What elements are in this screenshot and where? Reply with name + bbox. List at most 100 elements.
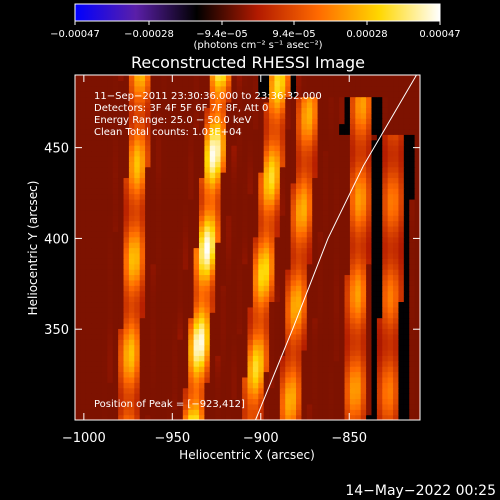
heatmap-cell [118, 376, 125, 383]
heatmap-cell [101, 382, 108, 389]
heatmap-cell [387, 274, 394, 281]
heatmap-cell [409, 349, 416, 356]
heatmap-cell [339, 150, 346, 157]
y-axis-label: Heliocentric Y (arcsec) [26, 181, 40, 316]
heatmap-cell [96, 242, 103, 249]
heatmap-cell [161, 118, 168, 125]
heatmap-cell [376, 269, 383, 276]
heatmap-cell [344, 128, 351, 135]
heatmap-cell [274, 414, 281, 420]
heatmap-cell [128, 220, 135, 227]
heatmap-cell [112, 409, 119, 416]
heatmap-cell [91, 398, 98, 405]
heatmap-cell [398, 274, 405, 281]
heatmap-cell [398, 247, 405, 254]
heatmap-cell [263, 128, 270, 135]
heatmap-cell [242, 328, 249, 335]
heatmap-cell [371, 220, 378, 227]
heatmap-cell [139, 215, 146, 222]
heatmap-cell [317, 139, 324, 146]
heatmap-cell [355, 258, 362, 265]
heatmap-cell [85, 285, 92, 292]
heatmap-cell [107, 296, 114, 303]
heatmap-cell [112, 317, 119, 324]
heatmap-cell [247, 112, 254, 119]
heatmap-cell [139, 376, 146, 383]
heatmap-cell [150, 371, 157, 378]
heatmap-cell [366, 328, 373, 335]
heatmap-cell [215, 225, 222, 232]
heatmap-cell [204, 414, 211, 420]
heatmap-cell [290, 145, 297, 152]
heatmap-cell [247, 101, 254, 108]
heatmap-cell [339, 333, 346, 340]
heatmap-cell [145, 242, 152, 249]
heatmap-cell [328, 91, 335, 98]
heatmap-cell [344, 101, 351, 108]
heatmap-cell [339, 123, 346, 130]
heatmap-cell [150, 134, 157, 141]
heatmap-cell [269, 333, 276, 340]
heatmap-cell [371, 349, 378, 356]
heatmap-cell [123, 285, 130, 292]
heatmap-cell [285, 393, 292, 400]
heatmap-cell [387, 376, 394, 383]
heatmap-cell [80, 274, 87, 281]
heatmap-cell [193, 182, 200, 189]
heatmap-cell [376, 85, 383, 92]
heatmap-cell [80, 193, 87, 200]
heatmap-cell [403, 382, 410, 389]
heatmap-cell [91, 96, 98, 103]
heatmap-cell [85, 333, 92, 340]
heatmap-cell [101, 355, 108, 362]
heatmap-cell [301, 333, 308, 340]
heatmap-cell [252, 128, 259, 135]
heatmap-cell [252, 91, 259, 98]
heatmap-cell [333, 279, 340, 286]
heatmap-cell [360, 75, 367, 81]
heatmap-cell [231, 252, 238, 259]
heatmap-cell [139, 145, 146, 152]
heatmap-cell [285, 274, 292, 281]
heatmap-cell [285, 161, 292, 168]
heatmap-cell [376, 139, 383, 146]
heatmap-cell [215, 409, 222, 416]
colorbar-tick-label: −0.00047 [50, 29, 100, 40]
heatmap-cell [204, 155, 211, 162]
heatmap-cell [414, 296, 420, 303]
heatmap-cell [349, 258, 356, 265]
heatmap-cell [312, 258, 319, 265]
heatmap-cell [376, 414, 383, 420]
heatmap-cell [145, 322, 152, 329]
heatmap-cell [376, 263, 383, 270]
heatmap-cell [172, 360, 179, 367]
heatmap-cell [333, 231, 340, 238]
heatmap-cell [269, 155, 276, 162]
heatmap-cell [382, 101, 389, 108]
heatmap-cell [101, 247, 108, 254]
heatmap-cell [382, 150, 389, 157]
heatmap-cell [258, 312, 265, 319]
heatmap-cell [155, 296, 162, 303]
heatmap-cell [285, 328, 292, 335]
heatmap-cell [376, 128, 383, 135]
heatmap-cell [198, 409, 205, 416]
heatmap-cell [285, 145, 292, 152]
heatmap-cell [198, 387, 205, 394]
heatmap-cell [376, 339, 383, 346]
heatmap-cell [252, 333, 259, 340]
heatmap-cell [393, 355, 400, 362]
heatmap-cell [134, 301, 141, 308]
heatmap-cell [376, 393, 383, 400]
heatmap-cell [118, 263, 125, 270]
heatmap-cell [198, 118, 205, 125]
heatmap-cell [96, 134, 103, 141]
heatmap-cell [161, 198, 168, 205]
heatmap-cell [75, 403, 81, 410]
heatmap-cell [91, 414, 98, 420]
heatmap-cell [128, 317, 135, 324]
heatmap-cell [317, 355, 324, 362]
heatmap-cell [182, 317, 189, 324]
heatmap-cell [382, 182, 389, 189]
heatmap-cell [301, 112, 308, 119]
